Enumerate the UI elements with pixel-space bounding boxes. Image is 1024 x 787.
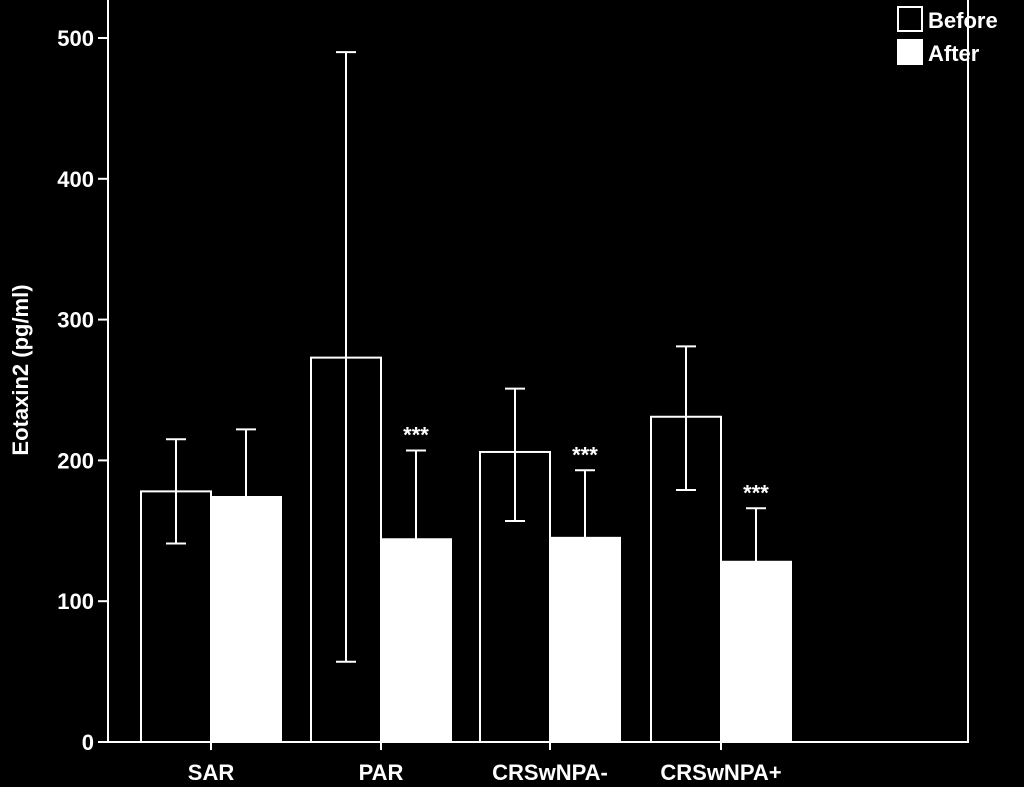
legend-label-before: Before: [928, 8, 998, 33]
bars: [140, 356, 792, 744]
significance-label: ***: [403, 423, 429, 448]
y-tick-label: 300: [57, 308, 94, 333]
legend: Before After: [897, 6, 998, 66]
significance-labels: *** *** ***: [403, 423, 769, 506]
y-tick-label: 400: [57, 167, 94, 192]
y-axis-title: Eotaxin2 (pg/ml): [8, 284, 33, 455]
y-tick-label: 200: [57, 448, 94, 473]
significance-label: ***: [743, 480, 769, 505]
legend-label-after: After: [928, 41, 980, 66]
bar-after: [549, 536, 621, 744]
x-tick-label: CRSwNPA+: [660, 760, 781, 785]
significance-label: ***: [572, 442, 598, 467]
y-axis: 0 100 200 300 400 500: [57, 26, 108, 755]
legend-swatch-after: [897, 39, 923, 65]
x-tick-label: PAR: [359, 760, 404, 785]
y-tick-label: 500: [57, 26, 94, 51]
y-tick-label: 0: [82, 730, 94, 755]
bar-after: [380, 538, 452, 743]
x-axis: SAR PAR CRSwNPA- CRSwNPA+: [188, 742, 782, 785]
x-tick-label: CRSwNPA-: [492, 760, 608, 785]
y-tick-label: 100: [57, 589, 94, 614]
x-tick-label: SAR: [188, 760, 235, 785]
bar-after: [210, 496, 282, 743]
bar-after: [720, 560, 792, 743]
error-bars: [166, 51, 766, 663]
legend-swatch-before: [897, 6, 923, 32]
